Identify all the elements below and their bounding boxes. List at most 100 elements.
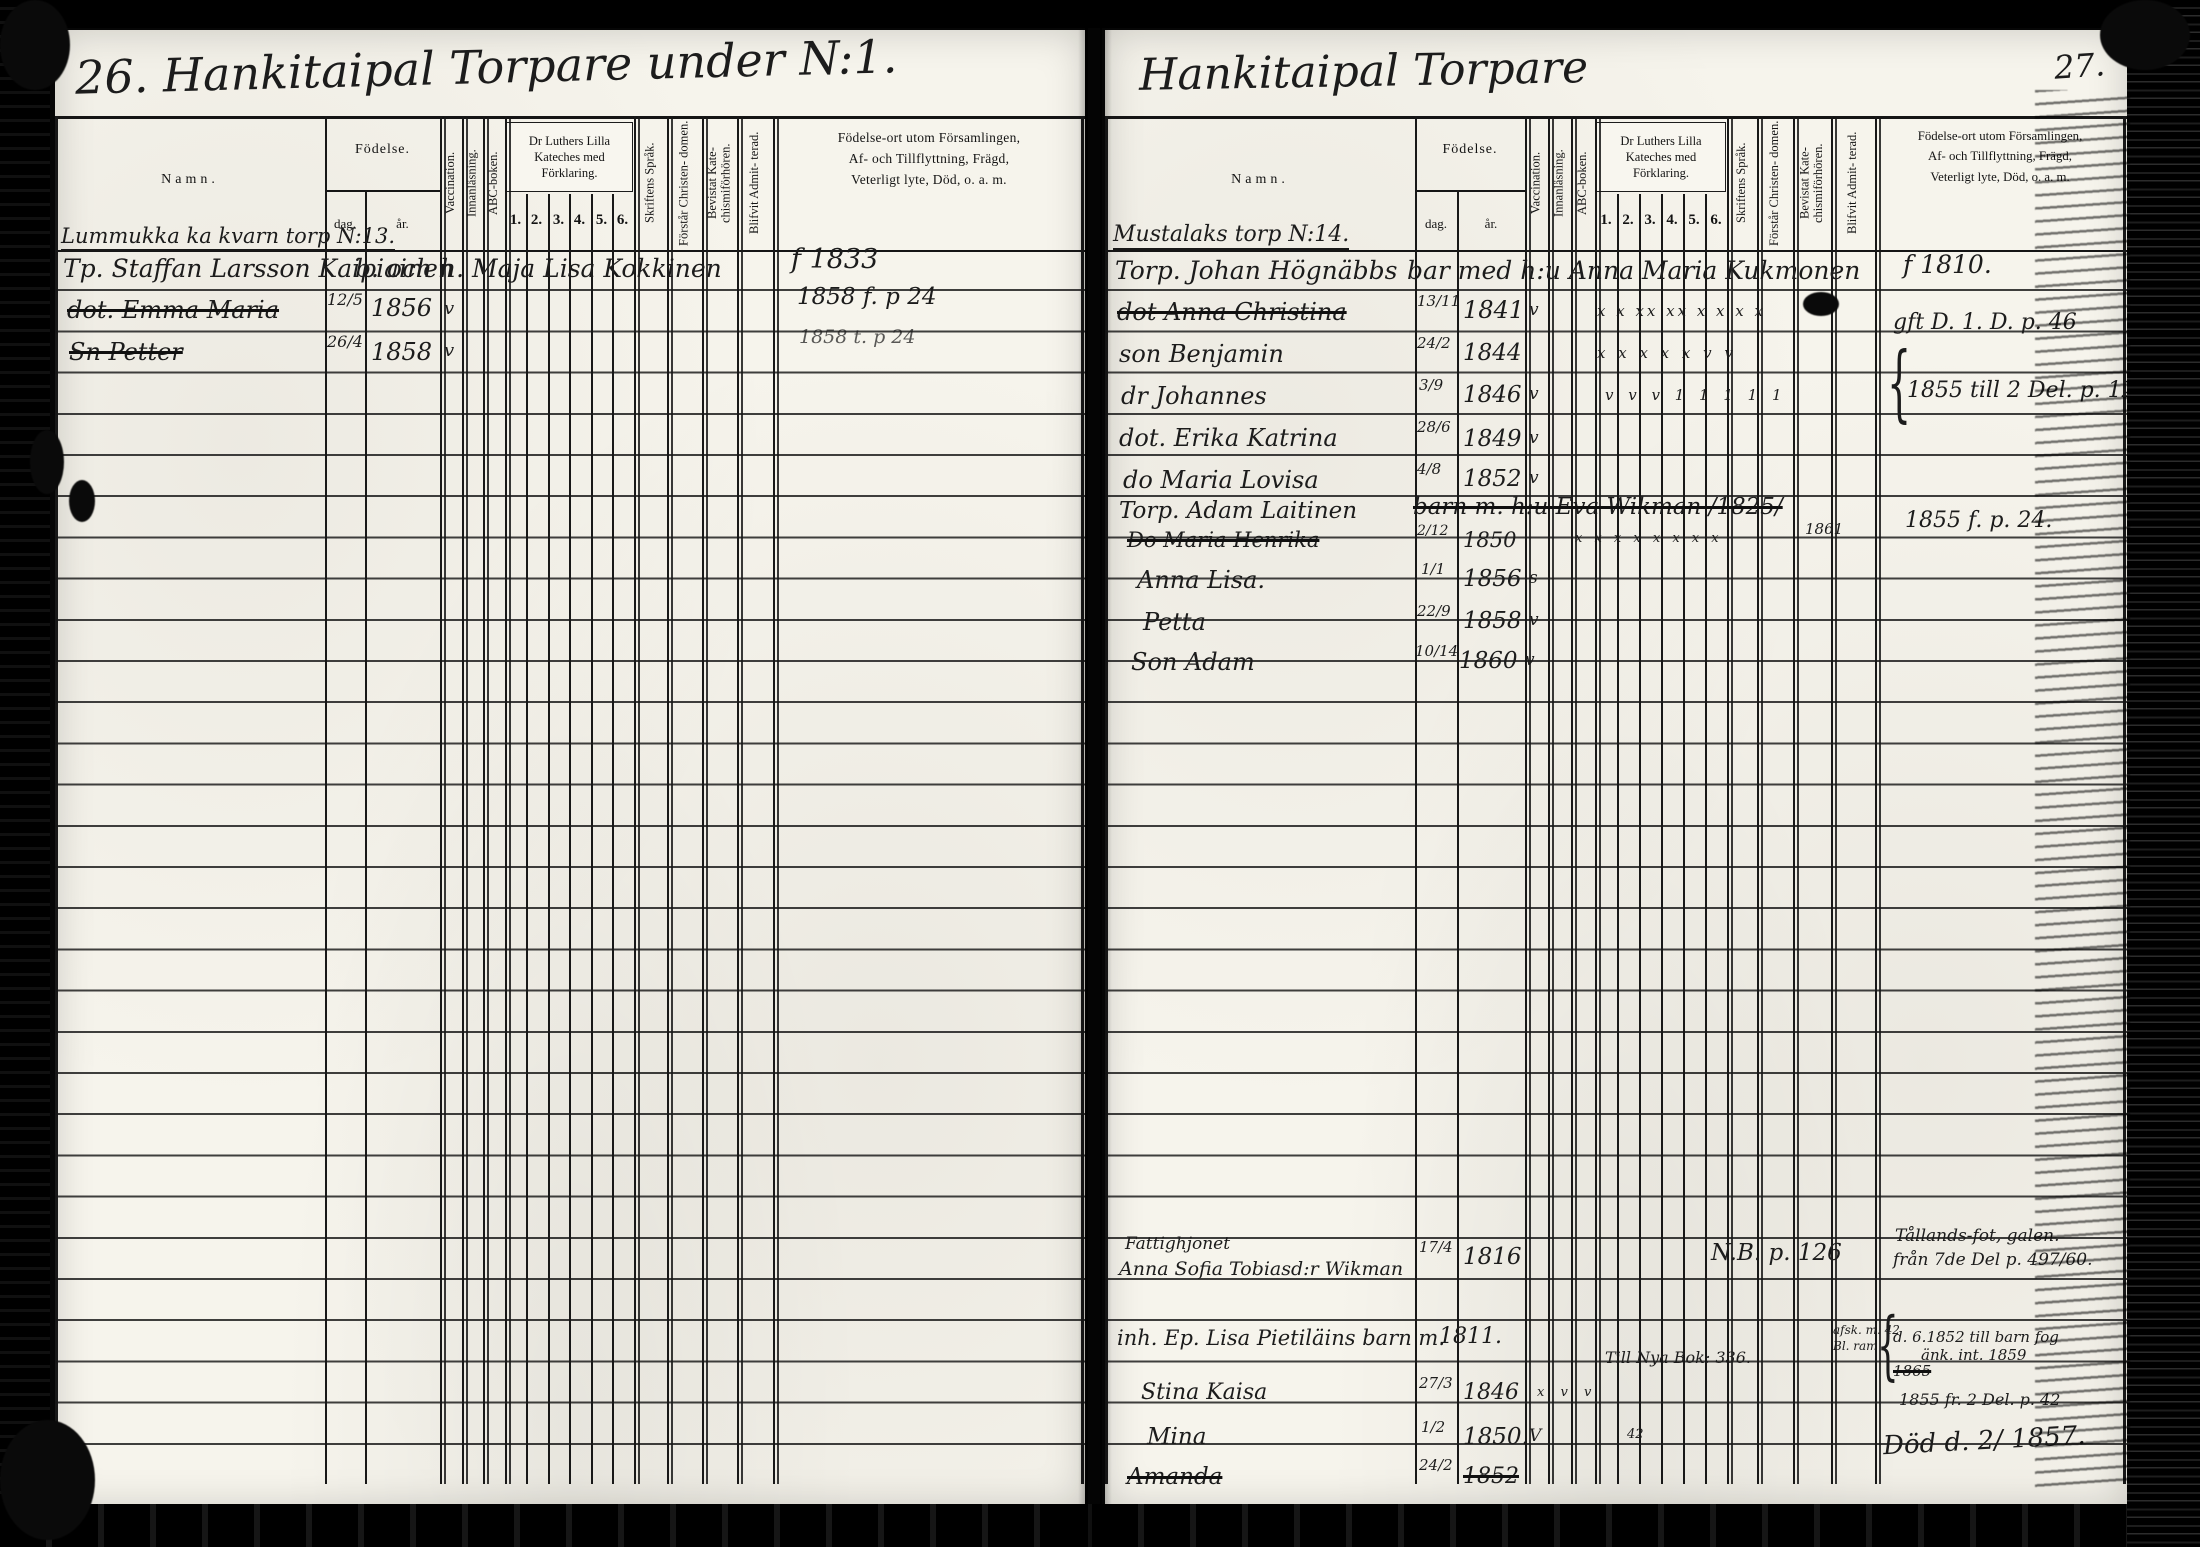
scan-edge-left <box>0 0 50 1547</box>
entry-vaccination-mark: v <box>1529 468 1539 488</box>
column-header-bevistat-katechismiforhoren: Bevistat Kate- chismiförhören. <box>704 143 733 223</box>
entry-ort-note: Tållands-fot, galen. <box>1895 1226 2060 1246</box>
column-header-namn: Namn. <box>1231 172 1289 187</box>
gutter-rule <box>1100 0 1102 1547</box>
corner-blot <box>0 1420 95 1540</box>
entry-ort-note: 1858 t. p 24 <box>799 326 916 348</box>
entry-ort-note: 1855 fr. 2 Del. p. 42 <box>1899 1390 2061 1409</box>
entry-mid-note: N.B. p. 126 <box>1711 1240 1842 1266</box>
column-header-fodelse: Födelse. <box>1442 142 1498 157</box>
fodelseort-line2: Af- och Tillflyttning, Frägd, <box>848 150 1010 166</box>
entry-birth-year: 1849 <box>1463 426 1522 452</box>
entry-name: Do Maria Henrika <box>1127 528 1320 552</box>
column-header-kateches: Dr Luthers Lilla Kateches med Förklaring… <box>1596 122 1726 192</box>
entry-vaccination-mark: s <box>1529 568 1538 588</box>
entry-birth-day: 28/6 <box>1417 418 1451 436</box>
entry-exam-marks: x x x x x v v <box>1597 344 1737 362</box>
entry-name: Son Adam <box>1131 648 1255 676</box>
entry-name: dr Johannes <box>1121 382 1267 410</box>
table-top-rule <box>1105 116 2127 119</box>
entry-birth-day: 2/12 <box>1417 523 1449 539</box>
column-header-forstar-christendomen: Förstår Christen- domen. <box>1767 120 1782 246</box>
column-header-ar: år. <box>1484 216 1498 231</box>
entry-ort-note: f 1810. <box>1903 250 1992 279</box>
column-header-k1: 1. <box>1600 212 1612 228</box>
entry-birth-year: 1860 <box>1459 648 1518 674</box>
fodelseort-line1: Födelse-ort utom Församlingen, <box>837 130 1021 145</box>
entry-small-note1: afsk. m. 42 <box>1833 1323 1900 1337</box>
entry-sub-note: 1861 <box>1805 520 1844 538</box>
column-header-abc-boken: ABC-boken. <box>486 151 501 215</box>
entry-birth-day: 24/2 <box>1417 334 1451 352</box>
column-header-abc-boken: ABC-boken. <box>1575 151 1590 215</box>
entry-vaccination-mark: v <box>1529 428 1539 448</box>
column-header-blifvit-admitterad: Blifvit Admit- terad. <box>1845 131 1860 235</box>
entry-birth-year: 1844 <box>1463 340 1522 366</box>
column-header-k4: 4. <box>573 212 586 228</box>
entry-ort-note: gft D. 1. D. p. 46 <box>1893 310 2077 335</box>
entry-birth-year: 1846 <box>1463 1380 1519 1405</box>
page-title: 26. Hankitaipal Torpare under N:1. <box>74 29 898 105</box>
entry-vaccination-mark: V <box>1529 1426 1542 1446</box>
gutter-rule <box>1085 0 1088 1547</box>
left-page: 26. Hankitaipal Torpare under N:1. Namn.… <box>55 29 1085 1508</box>
gutter-shadow <box>1078 0 1112 1547</box>
group-brace: { <box>1877 1303 1899 1391</box>
entry-name: Torp. Johan Högnäbbs <box>1115 256 1398 285</box>
entry-exam-marks: x x x x x x x x <box>1575 531 1723 546</box>
entry-exam-marks: v v v 1 1 1 1 1 <box>1605 386 1787 404</box>
scan-streaks <box>2035 90 2130 1490</box>
fodelse-split-rule <box>325 190 440 192</box>
entry-birth-day: 4/8 <box>1417 460 1442 478</box>
entry-birth-year: 1846 <box>1463 382 1522 408</box>
entry-ort-note: 1855 f. p. 24. <box>1905 508 2053 533</box>
column-header-k6: 6. <box>1710 212 1722 228</box>
column-header-kateches: Dr Luthers Lilla Kateches med Förklaring… <box>506 122 633 192</box>
entry-birth-year: 1856 <box>371 294 433 322</box>
entry-birth-year: 1811. <box>1439 1324 1502 1349</box>
fodelseort-line3: Veterligt lyte, Död, o. a. m. <box>851 171 1007 187</box>
column-header-ar: år. <box>396 216 409 231</box>
column-header-dag: dag. <box>333 216 357 231</box>
entry-small-note2: Bl. ram <box>1833 1339 1878 1353</box>
entry-name-spouse: b. och h. Maja Lisa Kokkinen <box>355 254 722 283</box>
entry-birth-day: 17/4 <box>1419 1238 1453 1256</box>
entry-name: Sn Petter <box>69 338 183 366</box>
entry-birth-year: 1856 <box>1463 566 1522 592</box>
row-rules <box>55 250 1085 1484</box>
entry-name: Torp. Adam Laitinen <box>1119 498 1358 524</box>
entry-birth-year: 1850 <box>1463 528 1517 552</box>
entry-ort-note: d. 6.1852 till barn fog <box>1893 1328 2059 1346</box>
entry-name: Amanda <box>1127 1464 1223 1490</box>
column-header-blifvit-admitterad: Blifvit Admit- terad. <box>747 131 762 235</box>
group-brace: { <box>1887 334 1912 432</box>
entry-birth-year: 1816 <box>1463 1244 1522 1270</box>
column-header-forstar-christendomen: Förstår Christen- domen. <box>676 120 691 246</box>
column-header-k5: 5. <box>1688 212 1700 228</box>
entry-birth-day: 22/9 <box>1417 602 1451 620</box>
entry-birth-day: 24/2 <box>1419 1456 1453 1474</box>
location-header: Mustalaks torp N:14. <box>1113 224 1350 250</box>
entry-birth-day: 27/3 <box>1419 1374 1453 1392</box>
column-header-k2: 2. <box>1622 212 1634 228</box>
entry-ort-note3: 1865 <box>1893 1362 1932 1380</box>
entry-vaccination-mark: v <box>444 340 455 361</box>
entry-name: dot Anna Christina <box>1117 298 1347 326</box>
entry-name: do Maria Lovisa <box>1123 466 1319 494</box>
entry-birth-day: 12/5 <box>327 290 363 309</box>
column-header-k6: 6. <box>616 212 629 228</box>
column-header-skriftens-sprak: Skriftens Språk. <box>642 142 657 224</box>
right-page: Hankitaipal Torpare 27. Namn. Födelse. d… <box>1105 30 2157 1508</box>
corner-blot <box>2100 0 2190 70</box>
fodelseort-line3: Veterligt lyte, Död, o. a. m. <box>1930 169 2070 184</box>
entry-exam-marks: 42 <box>1627 1427 1644 1442</box>
entry-name: Stina Kaisa <box>1141 1380 1268 1405</box>
entry-birth-year: 1858 <box>371 338 433 366</box>
entry-name-spouse: barn m. h:u Eva Wikman /1825/ <box>1413 494 1783 520</box>
entry-birth-year: 1841 <box>1463 296 1525 324</box>
entry-vaccination-mark: v <box>1529 384 1539 404</box>
column-header-k3: 3. <box>552 212 565 228</box>
entry-exam-marks: x v v <box>1537 1385 1598 1400</box>
column-header-k1: 1. <box>509 212 522 228</box>
